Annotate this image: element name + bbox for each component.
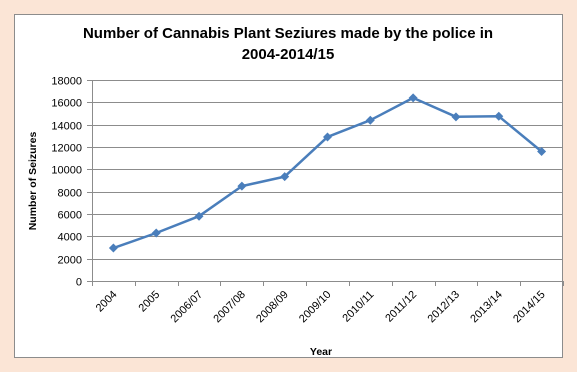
y-tick-label: 10000 [51,165,82,177]
series-line [112,96,543,250]
y-tick-label: 12000 [51,143,82,155]
x-tick-label: 2010/11 [340,289,376,325]
x-tick-label: 2007/08 [211,289,248,326]
chart-frame [14,14,563,358]
gridlines [87,80,564,286]
data-point-marker [451,112,461,122]
chart-title-line-2: 2004-2014/15 [242,46,335,63]
x-tick-label: 2012/13 [425,289,462,326]
x-tick-label: 2013/14 [468,289,505,326]
data-point-marker [108,243,118,253]
data-point-marker [537,146,547,156]
data-point-marker [494,111,504,121]
y-tick-labels: 0 2000 4000 6000 8000 10000 12000 14000 16000 180… [51,76,82,289]
x-tick-label: 2006/07 [169,289,206,326]
y-tick-label: 16000 [51,98,82,110]
data-point-marker [408,93,418,103]
y-tick-label: 2000 [58,255,82,267]
y-tick-label: 18000 [51,76,82,88]
data-point-marker [194,211,204,221]
y-tick-label: 0 [76,277,82,289]
y-tick-label: 6000 [58,210,82,222]
data-point-marker [151,228,161,238]
x-tick-label: 2005 [137,289,163,315]
x-tick-label: 2014/15 [511,289,548,326]
data-point-marker [237,181,247,191]
x-tick-label: 2004 [94,289,120,315]
y-tick-label: 14000 [51,121,82,133]
series-layer [108,93,547,253]
chart-title-line-1: Number of Cannabis Plant Seziures made b… [83,25,493,42]
data-point-marker [365,115,375,125]
x-tick-label: 2008/09 [254,289,291,326]
x-tick-labels: 2004 2005 2006/07 2007/08 2008/09 2009/10 2010… [94,289,548,326]
y-tick-label: 8000 [58,188,82,200]
x-axis-label: Year [310,346,332,358]
x-tick-label: 2009/10 [297,289,334,326]
data-point-marker [323,132,332,142]
data-point-marker [280,172,290,182]
y-axis-label: Number of Seizures [27,132,39,231]
x-tick-label: 2011/12 [383,289,419,325]
y-tick-label: 4000 [58,232,82,244]
